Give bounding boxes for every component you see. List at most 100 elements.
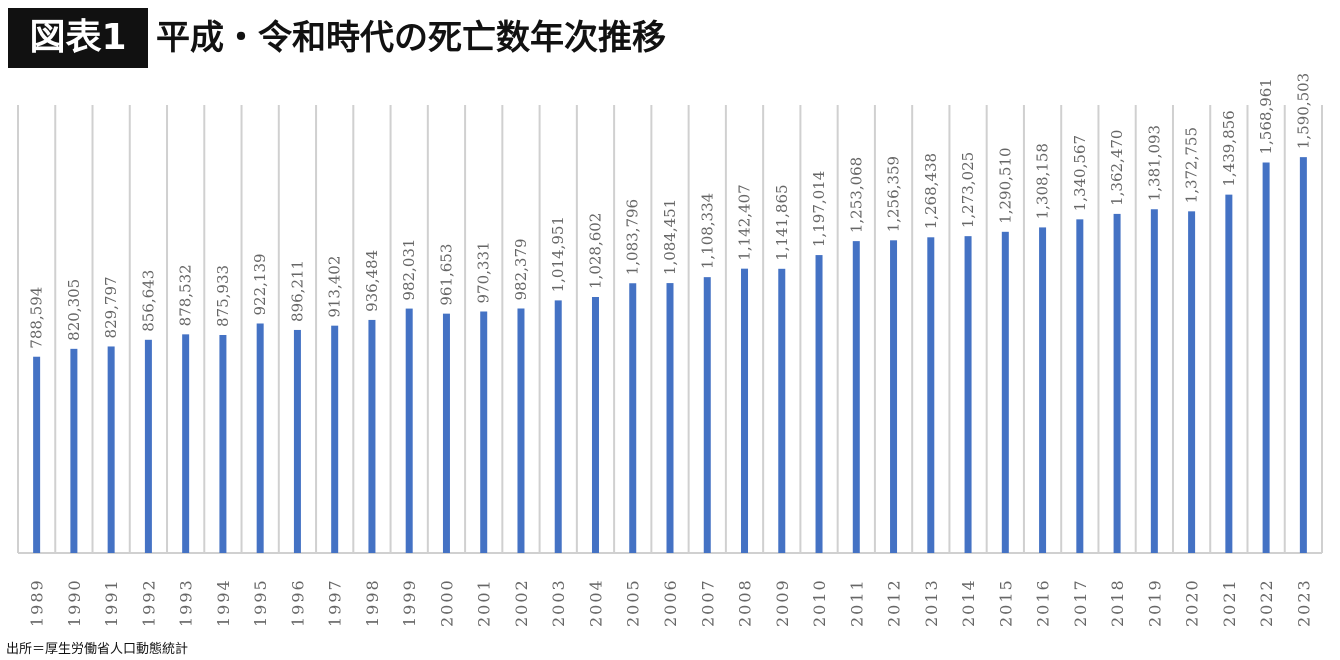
x-tick-label: 2017: [1071, 578, 1090, 627]
data-label: 1,268,438: [922, 153, 940, 229]
bar-2008: [741, 268, 749, 553]
x-tick-label: 2014: [959, 578, 978, 627]
x-tick-label: 1994: [214, 578, 233, 627]
data-label: 1,142,407: [736, 184, 754, 260]
data-label: 1,340,567: [1071, 135, 1089, 211]
bar-1995: [256, 323, 264, 553]
bar-2010: [815, 255, 823, 553]
data-label: 820,305: [65, 279, 83, 341]
data-label: 1,028,602: [586, 213, 604, 289]
data-label: 1,141,865: [773, 184, 791, 260]
x-tick-label: 2015: [996, 578, 1015, 627]
data-label: 970,331: [475, 241, 493, 303]
x-tick-label: 1996: [288, 578, 307, 627]
data-label: 829,797: [102, 276, 120, 338]
data-label: 1,362,470: [1108, 130, 1126, 206]
bar-1999: [405, 308, 413, 553]
bar-2014: [964, 236, 972, 554]
x-tick-label: 1990: [65, 578, 84, 627]
bar-1996: [293, 329, 301, 553]
data-label: 961,653: [437, 244, 455, 306]
x-tick-label: 2019: [1145, 578, 1164, 627]
data-label: 1,253,068: [847, 157, 865, 233]
data-label: 1,014,951: [549, 216, 567, 292]
x-tick-label: 2003: [549, 578, 568, 627]
x-tick-label: 2021: [1220, 578, 1239, 627]
x-tick-label: 2009: [773, 578, 792, 627]
x-tick-label: 2023: [1294, 578, 1313, 627]
bar-2022: [1262, 162, 1270, 553]
x-tick-label: 1989: [28, 578, 47, 627]
bar-2004: [591, 296, 599, 553]
data-label: 1,439,856: [1220, 110, 1238, 186]
bar-2020: [1188, 211, 1196, 553]
data-label: 982,031: [400, 239, 418, 301]
x-tick-label: 2004: [586, 578, 605, 627]
x-tick-label: 2007: [698, 578, 717, 627]
x-tick-label: 2011: [847, 578, 866, 627]
x-tick-label: 2010: [810, 578, 829, 627]
x-tick-label: 2013: [922, 578, 941, 627]
bar-2011: [852, 241, 860, 553]
x-tick-label: 1997: [326, 578, 345, 627]
data-label: 1,256,359: [885, 156, 903, 232]
bar-chart: 788,594 1989 820,305 1990 829,797 1991 856,643…: [17, 73, 1323, 627]
bar-2000: [442, 313, 450, 553]
data-label: 856,643: [139, 270, 157, 332]
x-tick-label: 2022: [1257, 578, 1276, 627]
data-label: 878,532: [177, 264, 195, 326]
bar-2023: [1299, 157, 1307, 553]
x-tick-label: 2008: [736, 578, 755, 627]
bar-2015: [1001, 231, 1009, 553]
data-label: 936,484: [363, 250, 381, 312]
x-tick-label: 2005: [624, 578, 643, 627]
data-label: 1,381,093: [1145, 125, 1163, 201]
bar-2007: [703, 277, 711, 553]
x-tick-label: 2006: [661, 578, 680, 627]
bar-2009: [778, 268, 786, 553]
x-tick-label: 2020: [1183, 578, 1202, 627]
data-label: 1,083,796: [624, 199, 642, 275]
bar-2016: [1039, 227, 1047, 553]
data-label: 896,211: [288, 260, 306, 322]
bar-1990: [70, 348, 78, 553]
data-label: 1,372,755: [1183, 127, 1201, 203]
x-tick-label: 1999: [400, 578, 419, 627]
x-tick-label: 2018: [1108, 578, 1127, 627]
bar-1989: [33, 356, 41, 553]
source-note: 出所＝厚生労働省人口動態統計: [6, 642, 189, 657]
data-label: 1,308,158: [1034, 143, 1052, 219]
x-tick-label: 1998: [363, 578, 382, 627]
data-label: 1,108,334: [698, 193, 716, 269]
x-tick-label: 1993: [177, 578, 196, 627]
data-label: 788,594: [28, 287, 46, 349]
bar-2018: [1113, 213, 1121, 553]
data-label: 913,402: [326, 256, 344, 318]
chart-title: 平成・令和時代の死亡数年次推移: [156, 18, 666, 58]
data-label: 1,197,014: [810, 171, 828, 247]
bar-1993: [182, 334, 190, 553]
x-tick-label: 1991: [102, 578, 121, 627]
x-tick-label: 2001: [475, 578, 494, 627]
x-tick-label: 1995: [251, 578, 270, 627]
x-tick-label: 2002: [512, 578, 531, 627]
bar-2006: [666, 283, 674, 553]
figure-badge: 図表1: [8, 8, 148, 68]
bar-2013: [927, 237, 935, 554]
bar-2012: [890, 240, 898, 553]
bar-2019: [1150, 209, 1158, 553]
bar-2017: [1076, 219, 1084, 553]
data-label: 922,139: [251, 253, 269, 315]
bar-1991: [107, 346, 115, 553]
data-label: 1,273,025: [959, 152, 977, 228]
data-label: 1,084,451: [661, 199, 679, 275]
x-tick-label: 1992: [139, 578, 158, 627]
x-tick-label: 2000: [437, 578, 456, 627]
bar-2001: [480, 311, 488, 553]
bar-2003: [554, 300, 562, 553]
bar-2002: [517, 308, 525, 553]
bar-2005: [629, 283, 637, 553]
data-label: 1,590,503: [1294, 73, 1312, 149]
data-label: 982,379: [512, 238, 530, 300]
bar-1992: [144, 339, 152, 553]
